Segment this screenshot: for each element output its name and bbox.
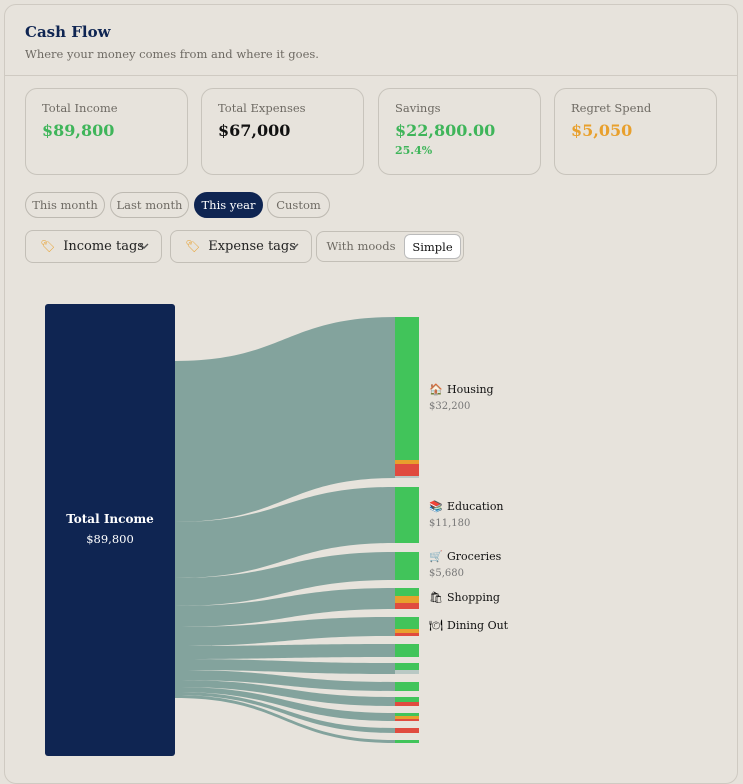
card-label: Total Expenses (218, 101, 306, 115)
panel-header: Cash Flow Where your money comes from an… (25, 23, 319, 61)
chevron-down-icon (139, 231, 149, 274)
savings-rate: 25.4% (395, 144, 433, 157)
period-last-month[interactable]: Last month (110, 192, 189, 218)
income-tags-dropdown[interactable]: 🏷 Income tags (25, 230, 162, 263)
card-value: $67,000 (218, 121, 291, 140)
page-title: Cash Flow (25, 23, 111, 41)
period-this-year[interactable]: This year (194, 192, 263, 218)
expense-tags-label: Expense tags (208, 239, 296, 254)
tag-icon: 🏷 (40, 239, 56, 253)
chevron-down-icon (289, 231, 299, 274)
period-this-month[interactable]: This month (25, 192, 105, 218)
total-expenses-card: Total Expenses $67,000 (201, 88, 364, 175)
savings-card: Savings $22,800.00 25.4% (378, 88, 541, 175)
card-value: $5,050 (571, 121, 633, 140)
period-custom[interactable]: Custom (267, 192, 330, 218)
with-moods-option[interactable]: With moods (326, 239, 396, 253)
card-label: Savings (395, 101, 441, 115)
total-income-card: Total Income $89,800 (25, 88, 188, 175)
regret-spend-card: Regret Spend $5,050 (554, 88, 717, 175)
income-tags-label: Income tags (63, 239, 144, 254)
card-label: Regret Spend (571, 101, 652, 115)
header-divider (5, 75, 737, 76)
view-mode-toggle: With moods Simple (316, 231, 464, 262)
card-label: Total Income (42, 101, 118, 115)
simple-option[interactable]: Simple (404, 234, 461, 259)
expense-tags-dropdown[interactable]: 🏷 Expense tags (170, 230, 312, 263)
card-value: $89,800 (42, 121, 115, 140)
card-value: $22,800.00 (395, 121, 496, 140)
tag-icon: 🏷 (185, 239, 201, 253)
page-subtitle: Where your money comes from and where it… (25, 47, 319, 61)
